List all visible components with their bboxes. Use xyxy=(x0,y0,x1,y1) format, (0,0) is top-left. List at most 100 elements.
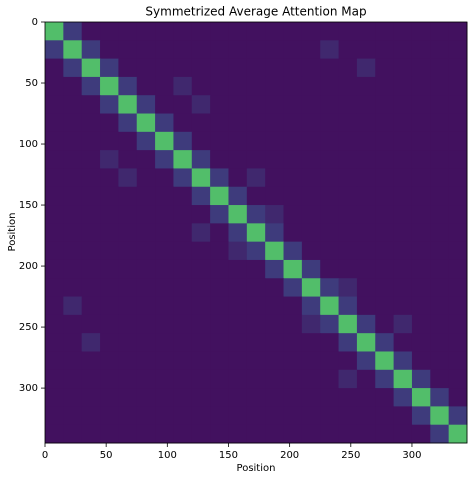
heatmap-cell xyxy=(118,333,138,352)
heatmap-cell xyxy=(173,186,193,206)
x-tick-label: 250 xyxy=(341,450,360,461)
heatmap-cell xyxy=(136,205,156,224)
heatmap-cell xyxy=(118,40,138,60)
heatmap-cell xyxy=(173,314,193,334)
heatmap-cell xyxy=(338,186,358,206)
heatmap-cell xyxy=(45,369,64,389)
heatmap-cell xyxy=(228,333,248,352)
heatmap-cell xyxy=(45,131,64,151)
heatmap-cell xyxy=(246,150,266,169)
heatmap-cell xyxy=(45,278,64,298)
heatmap-cell xyxy=(118,150,138,169)
heatmap-cell xyxy=(246,186,266,206)
heatmap-cell xyxy=(301,76,321,96)
heatmap-cell xyxy=(63,296,83,316)
heatmap-cell xyxy=(191,40,211,60)
heatmap-cell xyxy=(430,131,450,151)
heatmap-cell xyxy=(430,351,450,371)
heatmap-cell xyxy=(411,333,431,352)
heatmap-cell xyxy=(356,131,376,151)
heatmap-cell xyxy=(81,406,101,426)
heatmap-cell xyxy=(246,296,266,316)
heatmap-cell xyxy=(81,278,101,298)
heatmap-cell xyxy=(283,314,303,334)
heatmap-cell xyxy=(45,150,64,169)
heatmap-cell xyxy=(136,168,156,188)
heatmap-cell xyxy=(155,278,174,298)
heatmap-cell xyxy=(173,40,193,60)
heatmap-cell xyxy=(375,76,395,96)
heatmap-cell xyxy=(136,76,156,96)
heatmap-cell xyxy=(283,40,303,60)
heatmap-cell xyxy=(118,205,138,224)
heatmap-cell xyxy=(191,241,211,261)
heatmap-cell xyxy=(100,369,119,389)
heatmap-cell xyxy=(100,259,119,279)
heatmap-cell xyxy=(118,351,138,371)
heatmap-cell xyxy=(320,369,340,389)
x-axis-label: Position xyxy=(237,463,276,474)
heatmap-cell xyxy=(173,241,193,261)
heatmap-cell xyxy=(338,168,358,188)
heatmap-cell xyxy=(155,424,174,444)
heatmap-cell xyxy=(448,314,468,334)
heatmap-cell xyxy=(356,150,376,169)
heatmap-cell xyxy=(301,131,321,151)
x-tick-label: 0 xyxy=(42,450,48,461)
heatmap-cell xyxy=(118,22,138,41)
heatmap-cell xyxy=(81,186,101,206)
heatmap-cell xyxy=(283,424,303,444)
heatmap-cell xyxy=(246,205,266,224)
heatmap-cell xyxy=(430,259,450,279)
heatmap-cell xyxy=(210,259,229,279)
heatmap-cell xyxy=(430,186,450,206)
heatmap-cell xyxy=(228,241,248,261)
heatmap-cell xyxy=(100,351,119,371)
heatmap-cell xyxy=(100,186,119,206)
heatmap-cell xyxy=(173,351,193,371)
heatmap-cell xyxy=(375,22,395,41)
heatmap-cell xyxy=(393,259,413,279)
heatmap-cell xyxy=(45,40,64,60)
heatmap-cell xyxy=(136,40,156,60)
heatmap-cell xyxy=(411,278,431,298)
heatmap-cell xyxy=(191,113,211,133)
heatmap-cell xyxy=(246,168,266,188)
heatmap-cell xyxy=(155,58,174,78)
heatmap-cell xyxy=(228,369,248,389)
heatmap-cell xyxy=(228,186,248,206)
heatmap-cell xyxy=(136,296,156,316)
heatmap-cell xyxy=(356,223,376,243)
heatmap-cell xyxy=(430,406,450,426)
heatmap-cell xyxy=(338,113,358,133)
heatmap-cell xyxy=(136,406,156,426)
heatmap-cell xyxy=(320,205,340,224)
heatmap-cell xyxy=(210,278,229,298)
heatmap-cell xyxy=(173,131,193,151)
heatmap-cell xyxy=(448,76,468,96)
heatmap-cell xyxy=(448,278,468,298)
heatmap-cell xyxy=(228,314,248,334)
heatmap-cell xyxy=(210,113,229,133)
heatmap-cell xyxy=(356,351,376,371)
heatmap-cell xyxy=(100,40,119,60)
heatmap-cell xyxy=(411,223,431,243)
heatmap-cell xyxy=(81,424,101,444)
heatmap-cell xyxy=(283,22,303,41)
heatmap-cell xyxy=(265,186,285,206)
heatmap-cell xyxy=(210,205,229,224)
heatmap-cell xyxy=(45,241,64,261)
heatmap-cell xyxy=(228,76,248,96)
heatmap-cell xyxy=(136,333,156,352)
heatmap-cell xyxy=(191,22,211,41)
heatmap-cell xyxy=(283,95,303,115)
heatmap-cell xyxy=(118,58,138,78)
heatmap-cell xyxy=(155,150,174,169)
heatmap-cell xyxy=(81,314,101,334)
heatmap-cell xyxy=(301,186,321,206)
heatmap-cell xyxy=(265,168,285,188)
x-tick-label: 150 xyxy=(219,450,238,461)
heatmap-cell xyxy=(356,58,376,78)
heatmap-cell xyxy=(393,186,413,206)
heatmap-cell xyxy=(45,186,64,206)
